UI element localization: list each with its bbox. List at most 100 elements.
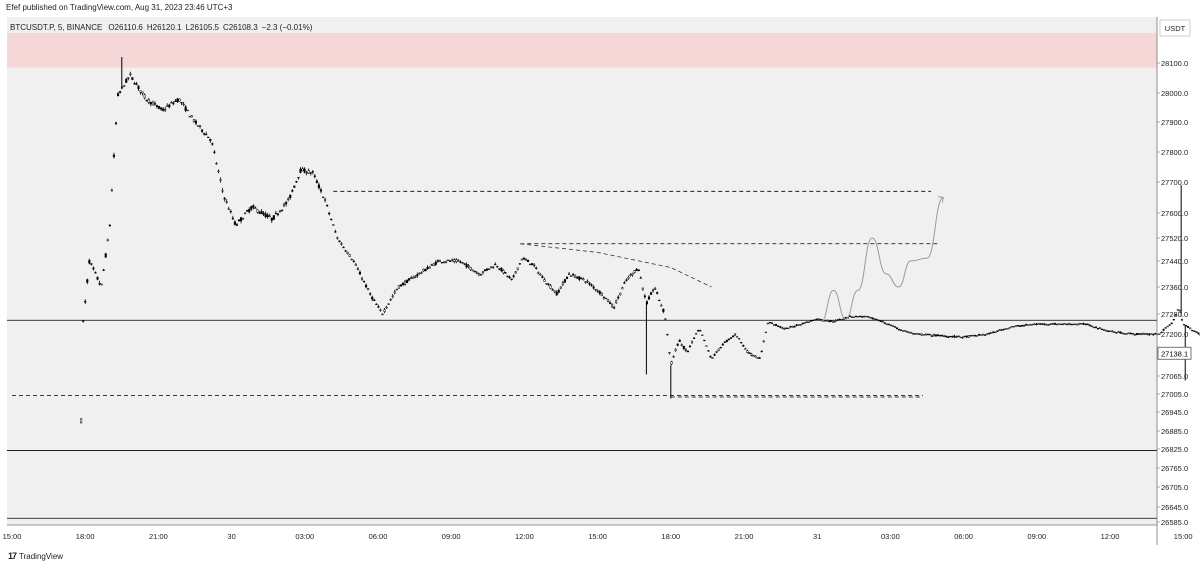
candle-body [608,302,612,304]
candle-body [598,291,601,294]
candle-body [1062,323,1065,326]
candle-body [982,334,985,336]
candle-body [754,355,757,358]
candle-body [321,196,325,199]
candle-body [572,273,575,276]
candle-body [701,334,704,336]
candle-body [617,296,620,299]
candle-body [906,331,909,333]
candle-body [209,139,212,141]
candle-body [285,202,288,205]
candle-body [945,335,948,338]
candle-body [729,337,733,339]
candle-body [961,336,964,339]
candle-body [336,237,339,239]
candle-body [504,272,507,274]
candle-body [857,316,860,318]
candle-body [922,334,925,336]
candle-body [625,279,628,281]
candle-body [457,260,460,262]
candle-body [633,270,636,273]
candle-body [430,264,433,266]
candle-body [397,285,400,289]
candle-body [713,354,716,356]
candle-body [1016,325,1020,327]
candle-body [1139,333,1143,335]
time-axis: 15:00 18:00 21:00 30 03:00 06:00 09:00 12:00 15:… [3,524,1193,541]
candle-body [303,168,306,173]
candle-body [920,333,923,336]
candle-body [469,267,472,270]
candle-body [619,292,622,295]
candle-body [1088,324,1091,327]
candle-body [1182,324,1186,326]
candle-body [239,217,243,222]
candle-body [861,316,864,318]
symbol-legend: BTCUSDT.P, 5, BINANCE O26110.6 H26120.1 L26… [10,23,313,32]
y-tick-label: 26585.0 [1161,518,1188,527]
candle-body [1170,322,1173,325]
candle-body [635,269,638,271]
candle-body [328,212,331,215]
candle-body [194,120,197,124]
candle-body [393,291,396,294]
candle-body [246,210,249,212]
candle-body [1025,324,1028,326]
candle-body [977,334,981,336]
y-tick-label: 27005.0 [1161,390,1188,399]
candle-body [451,259,454,262]
candle-body [151,102,154,106]
candle-body [1174,314,1177,316]
candle-body [680,344,683,347]
candle-body [994,331,997,334]
candle-body [895,327,899,329]
candle-body [1082,323,1085,325]
candle-body [551,289,554,291]
candle-body [549,285,552,289]
candle-body [508,276,511,278]
currency-box[interactable] [1159,19,1191,37]
candle-body [309,172,312,174]
candle-body [941,335,944,337]
candle-body [436,260,439,262]
candle-body [803,322,806,324]
candle-body [652,289,655,292]
x-tick-label: 03:00 [295,532,314,541]
candle-body [1041,323,1044,325]
y-tick-label: 26885.0 [1161,427,1188,436]
candle-body [1010,325,1013,328]
candle-body [139,90,142,93]
candle-body [795,324,798,327]
candle-body [928,333,931,336]
candle-body [850,316,853,318]
candle-body [264,213,267,218]
candle-body [266,214,269,218]
candle-body [793,326,796,328]
candle-body [221,190,224,192]
candle-body [422,269,425,272]
candle-body [131,77,134,80]
candle-body [1074,323,1077,325]
candle-body [410,277,413,279]
candle-body [526,259,530,263]
candle-body [86,279,89,283]
candle-body [627,277,630,279]
candle-body [672,356,675,358]
candle-body [1160,331,1163,334]
candle-body [666,333,669,336]
candle-body [637,269,640,272]
candle-body [330,218,333,221]
candle-body [1059,323,1063,326]
candle-body [356,268,359,270]
candle-body [752,355,755,357]
candle-body [629,274,632,276]
candle-body [467,265,470,268]
candle-body [233,221,236,225]
candle-body [1154,333,1157,335]
candle-body [170,102,173,104]
candle-body [207,136,210,139]
candle-body [1092,326,1095,329]
candle-body [305,172,308,174]
y-tick-label: 26705.0 [1161,483,1188,492]
